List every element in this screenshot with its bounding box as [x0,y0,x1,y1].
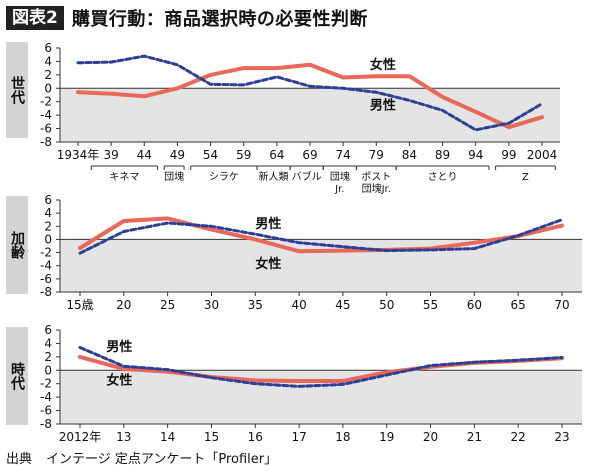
source-footer: 出典 インテージ 定点アンケート「Profiler」 [6,448,291,467]
y-tick-label: -8 [40,135,52,149]
y-tick-label: -8 [40,285,52,299]
generation-label: 新人類 [259,170,289,183]
y-tick-label: -6 [40,122,52,136]
source-label: 出典 [6,452,33,467]
x-tick-label: 94 [468,148,483,162]
x-tick-label: 14 [160,430,175,444]
x-tick-label: 16 [248,430,263,444]
figure-header: 図表2 購買行動：商品選択時の必要性判断 [6,6,368,30]
y-tick-label: -6 [40,272,52,286]
generation-label: さとり [428,171,458,183]
y-tick-label: 2 [44,68,52,82]
generation-label: キネマ [109,171,139,183]
x-tick-label: 89 [435,148,450,162]
x-tick-label: 69 [302,148,317,162]
y-tick-label: 6 [44,193,52,207]
y-tick-label: -2 [40,377,52,391]
x-tick-label: 18 [335,430,350,444]
series-annotation: 男性 [106,339,132,355]
figure-title: 購買行動：商品選択時の必要性判断 [71,9,368,30]
y-tick-label: -8 [40,417,52,431]
generation-label: バブル [292,170,322,183]
y-tick-label: -4 [40,108,52,122]
y-tick-label: -2 [40,246,52,260]
series-annotation: 女性 [106,373,132,389]
x-tick-label: 44 [137,148,152,162]
generation-label: 団塊 [330,170,350,183]
series-annotation: 女性 [255,256,281,272]
x-tick-label: 49 [170,148,185,162]
x-tick-label: 79 [369,148,384,162]
source-text: インテージ 定点アンケート「Profiler」 [46,452,278,467]
y-tick-label: 6 [44,323,52,337]
negative-region [60,239,582,292]
x-tick-label: 40 [291,298,306,312]
series-annotation: 男性 [370,97,396,113]
x-tick-label: 99 [501,148,516,162]
x-tick-label: 15歳 [66,298,93,312]
x-tick-label: 74 [336,148,351,162]
x-tick-label: 54 [203,148,218,162]
generation-label: 団塊Jr. [362,182,391,195]
x-tick-label: 35 [248,298,263,312]
x-tick-label: 1934年 [57,148,100,162]
series-annotation: 男性 [255,216,281,232]
x-tick-label: 70 [554,298,569,312]
x-tick-label: 22 [511,430,526,444]
y-tick-label: 0 [44,81,52,95]
y-tick-label: -6 [40,404,52,418]
x-tick-label: 45 [335,298,350,312]
male-series-line [78,346,564,388]
x-tick-label: 19 [379,430,394,444]
x-tick-label: 17 [291,430,306,444]
figure-badge: 図表2 [6,6,64,30]
y-tick-label: 0 [44,363,52,377]
generation-label: 団塊 [164,170,184,183]
male-series-line [78,218,564,255]
x-tick-label: 64 [269,148,284,162]
female-series-line [78,216,564,254]
x-tick-label: 2012年 [59,430,102,444]
x-tick-label: 15 [204,430,219,444]
generation-label: Z [522,172,529,183]
panel-label-aging: 加齢 [6,196,28,294]
female-series-line [76,62,544,130]
y-tick-label: 2 [44,219,52,233]
x-tick-label: 20 [116,298,131,312]
y-tick-label: -2 [40,95,52,109]
generation-label: ポスト [361,171,391,183]
panel-label-generation: 世代 [6,42,28,138]
y-tick-label: 0 [44,232,52,246]
x-tick-label: 25 [160,298,175,312]
y-tick-label: -4 [40,390,52,404]
y-tick-label: 4 [44,54,52,68]
y-tick-label: 4 [44,336,52,350]
x-tick-label: 84 [402,148,417,162]
x-tick-label: 21 [467,430,482,444]
y-tick-label: 6 [44,41,52,55]
x-tick-label: 55 [423,298,438,312]
y-tick-label: 4 [44,206,52,220]
y-tick-label: -4 [40,259,52,273]
x-tick-label: 23 [554,430,569,444]
negative-region [60,370,582,424]
male-series-line [76,54,544,132]
generation-label: Jr. [334,184,344,195]
panel-label-period: 時代 [6,327,28,425]
x-tick-label: 39 [104,148,119,162]
x-tick-label: 13 [116,430,131,444]
y-tick-label: 2 [44,350,52,364]
x-tick-label: 50 [379,298,394,312]
x-tick-label: 60 [467,298,482,312]
x-tick-label: 59 [236,148,251,162]
series-annotation: 女性 [370,57,396,73]
generation-label: シラケ [209,171,239,183]
x-tick-label: 30 [204,298,219,312]
x-tick-label: 65 [511,298,526,312]
x-tick-label: 20 [423,430,438,444]
x-tick-label: 2004 [527,148,558,162]
